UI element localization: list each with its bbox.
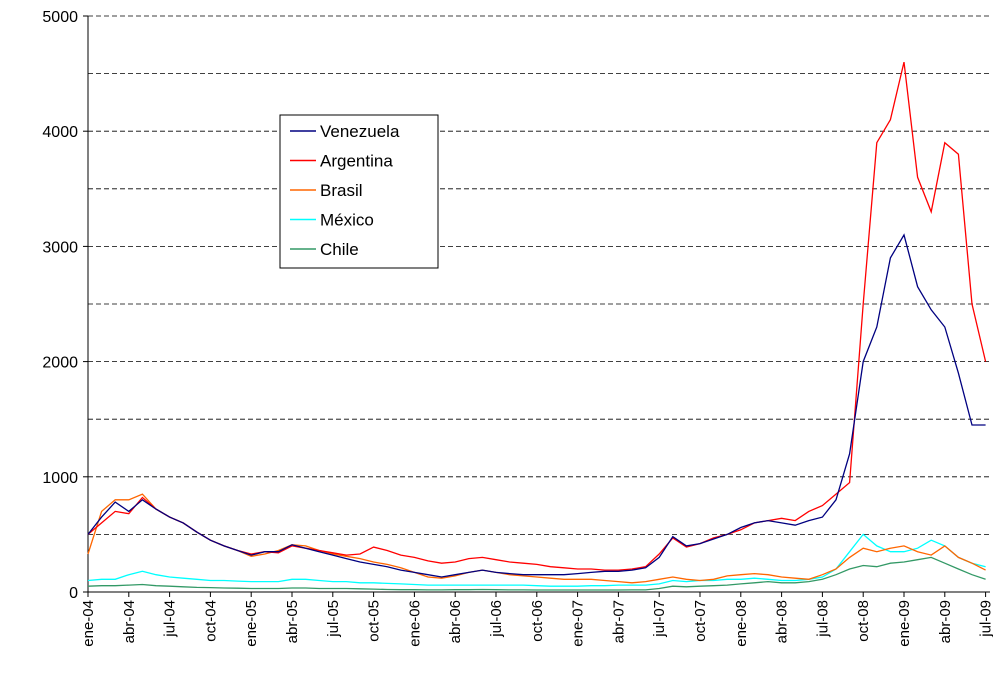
x-tick-label: jul-04 <box>162 600 179 638</box>
x-tick-label: ene-09 <box>896 600 913 647</box>
y-tick-label: 0 <box>69 585 78 602</box>
x-tick-label: jul-07 <box>651 600 668 638</box>
x-tick-label: abr-09 <box>937 600 954 643</box>
x-tick-label: oct-05 <box>366 600 383 642</box>
legend-box <box>279 114 439 269</box>
line-series <box>87 61 987 571</box>
legend-label: Brasil <box>320 181 363 200</box>
x-tick-label: jul-06 <box>488 600 505 638</box>
x-tick-label: oct-08 <box>855 600 872 642</box>
legend-label: Venezuela <box>320 122 400 141</box>
x-tick-label: ene-05 <box>243 600 260 647</box>
x-tick-label: jul-09 <box>978 600 993 638</box>
y-tick-label: 5000 <box>42 9 78 26</box>
line-series <box>87 556 986 591</box>
line-series <box>87 493 986 584</box>
x-tick-label: oct-07 <box>692 600 709 642</box>
x-tick-label: jul-05 <box>325 600 342 638</box>
x-tick-label: abr-04 <box>121 600 138 643</box>
x-tick-label: ene-04 <box>80 600 97 647</box>
legend: Venezuela Argentina Brasil México Chile <box>279 114 439 269</box>
line-series <box>87 533 986 587</box>
x-tick-label: ene-08 <box>733 600 750 647</box>
x-tick-label: ene-06 <box>406 600 423 647</box>
y-tick-label: 1000 <box>42 470 78 487</box>
x-tick-label: abr-07 <box>610 600 627 643</box>
y-tick-label: 3000 <box>42 239 78 256</box>
y-tick-label: 2000 <box>42 355 78 372</box>
legend-label: México <box>320 211 374 230</box>
y-tick-label: 4000 <box>42 124 78 141</box>
legend-label: Argentina <box>320 152 393 171</box>
x-tick-label: jul-08 <box>814 600 831 638</box>
x-tick-label: ene-07 <box>570 600 587 647</box>
legend-label: Chile <box>320 240 359 259</box>
x-tick-label: oct-06 <box>529 600 546 642</box>
line-series <box>87 233 986 578</box>
x-tick-label: oct-04 <box>202 600 219 642</box>
x-tick-label: abr-06 <box>447 600 464 643</box>
x-tick-label: abr-08 <box>774 600 791 643</box>
x-tick-label: abr-05 <box>284 600 301 643</box>
